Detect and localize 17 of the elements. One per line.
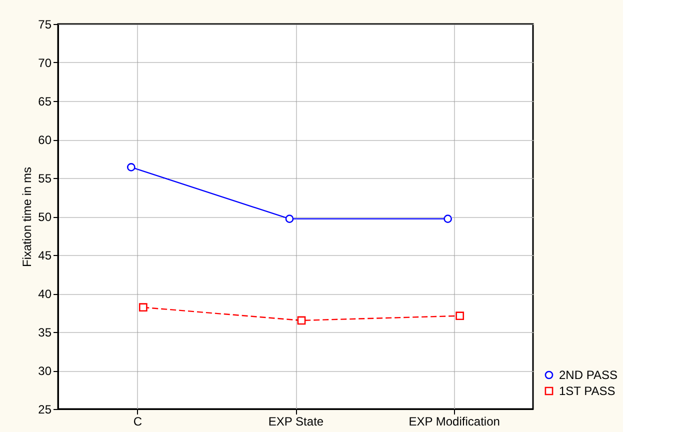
y-tick-label: 45 [38, 248, 52, 262]
y-tick-label: 60 [38, 133, 52, 147]
legend-label: 1ST PASS [559, 384, 616, 398]
y-tick-label: 40 [38, 287, 52, 301]
y-tick-label: 65 [38, 94, 52, 108]
y-tick-label: 30 [38, 364, 52, 378]
y-tick-label: 25 [38, 402, 52, 416]
y-tick-label: 50 [38, 210, 52, 224]
y-tick-label: 70 [38, 56, 52, 70]
x-tick-label: EXP State [268, 414, 324, 428]
y-tick-label: 55 [38, 172, 52, 186]
y-tick-label: 35 [38, 326, 52, 340]
x-tick-label: C [133, 414, 142, 428]
y-axis-title: Fixation time in ms [20, 166, 34, 268]
x-tick-label: EXP Modification [408, 414, 500, 428]
y-tick-label: 75 [38, 18, 52, 32]
legend-label: 2ND PASS [559, 368, 618, 382]
